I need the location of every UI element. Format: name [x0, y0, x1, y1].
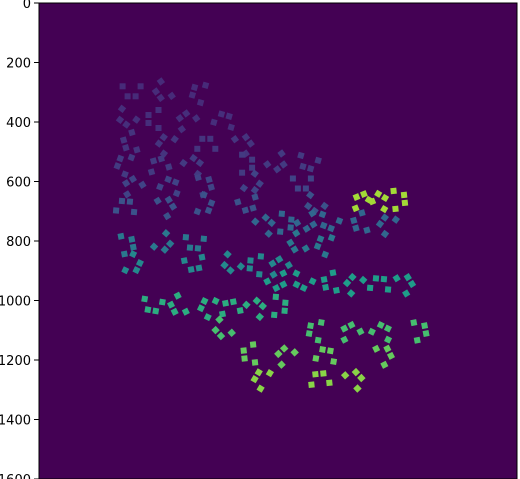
heatmap-blob — [239, 169, 264, 195]
heatmap-blob — [240, 341, 259, 366]
heatmap-blob — [112, 197, 138, 216]
y-axis: 0 200 400 600 800 1000 1200 1400 1600 — [0, 0, 39, 479]
heatmap-blob — [350, 209, 371, 234]
heatmap-blob — [318, 210, 344, 233]
heatmap-blob — [270, 293, 289, 319]
heatmap-blob — [292, 269, 317, 293]
heatmap-blob — [303, 190, 329, 216]
heatmap-blob — [410, 319, 430, 344]
heatmap-blob — [117, 232, 137, 258]
heatmap-blob — [156, 175, 181, 198]
heatmap-blob — [263, 149, 288, 174]
heatmap-blob — [292, 209, 318, 233]
heatmap-blob — [392, 273, 417, 298]
heatmap-blob — [211, 315, 236, 341]
heatmap-blob — [372, 344, 396, 369]
heatmap-blob — [268, 255, 293, 279]
heatmap-blob — [121, 250, 144, 275]
heatmap-blob — [246, 253, 265, 278]
heatmap-blob — [153, 195, 178, 221]
heatmap-blob — [188, 81, 210, 107]
heatmap-blob — [367, 320, 393, 344]
heatmap-blob — [119, 83, 144, 100]
y-tick-label: 200 — [6, 57, 31, 72]
heatmap-blob — [115, 104, 141, 129]
heatmap-blob — [196, 296, 220, 322]
heatmap-blob — [305, 319, 325, 344]
heatmap-blob — [182, 233, 208, 252]
heatmap-blob — [113, 153, 136, 179]
heatmap-blob — [250, 368, 274, 393]
y-tick-label: 0 — [23, 0, 31, 12]
heatmap-blob — [230, 132, 255, 158]
y-tick-label: 1600 — [0, 473, 31, 479]
heatmap-blob — [119, 128, 141, 154]
y-tick-label: 1200 — [0, 354, 31, 369]
heatmap-blob — [193, 190, 216, 216]
heatmap-blob — [375, 213, 401, 239]
heatmap-blob — [276, 210, 295, 235]
heatmap-blob — [239, 151, 256, 176]
heatmap-blob — [364, 189, 390, 214]
heatmap-blob — [234, 193, 259, 214]
heatmap-blob — [242, 296, 267, 322]
heatmap-blob — [320, 269, 340, 294]
heatmap-blob — [351, 190, 377, 213]
heatmap-blob — [166, 291, 190, 316]
heatmap-blob — [145, 107, 162, 131]
heatmap-blob — [151, 77, 176, 103]
plot-area — [39, 3, 517, 479]
heatmap-blob — [289, 175, 314, 192]
y-tick-label: 400 — [6, 116, 31, 131]
heatmap-blob — [297, 151, 322, 173]
y-tick-label: 1000 — [0, 295, 31, 310]
heatmap-blob — [340, 320, 365, 344]
heatmap-blob — [312, 345, 338, 366]
heatmap-blobs — [112, 77, 430, 393]
heatmap-blob — [218, 298, 244, 318]
heatmap-blob — [313, 233, 336, 259]
heatmap-blob — [149, 229, 175, 254]
heatmap-blob — [121, 174, 147, 199]
y-tick-label: 600 — [6, 176, 31, 191]
heatmap-blob — [251, 213, 276, 238]
heatmap-blob — [220, 250, 246, 275]
heatmap-blob — [390, 187, 409, 213]
heatmap-blob — [210, 110, 235, 131]
heatmap-blob — [175, 109, 201, 134]
heatmap-blob — [340, 367, 366, 393]
heatmap-blob — [141, 295, 166, 315]
heatmap-blob — [180, 253, 206, 274]
heatmap-blob — [366, 275, 392, 293]
y-tick-label: 1400 — [0, 414, 31, 429]
heatmap-blob — [342, 272, 368, 298]
heatmap-blob — [308, 370, 333, 389]
heatmap-blob — [194, 135, 219, 152]
y-tick-label: 800 — [6, 235, 31, 250]
heatmap-blob — [274, 344, 299, 369]
heatmap-blob — [147, 155, 173, 176]
heatmap-blob — [286, 229, 310, 254]
heatmap-blob — [263, 269, 288, 293]
